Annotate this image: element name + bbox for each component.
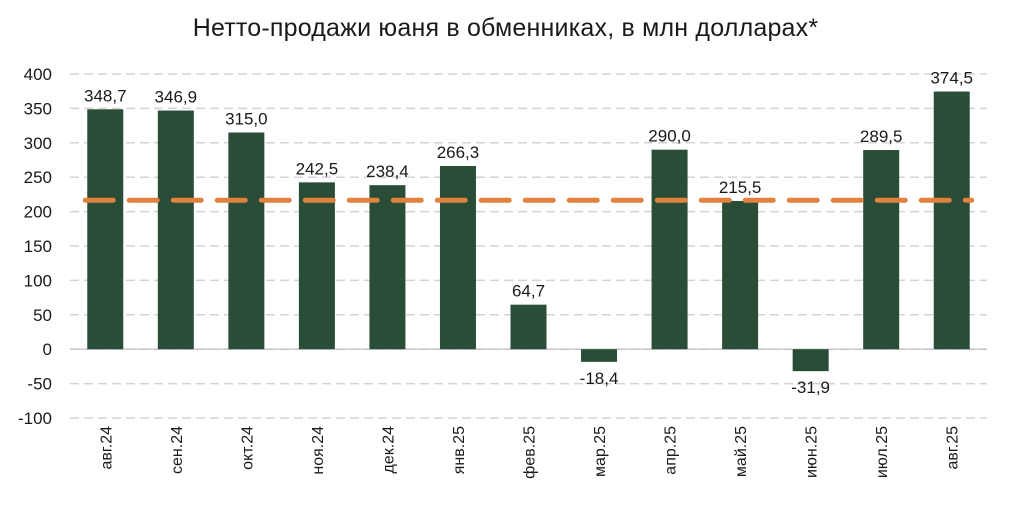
bar <box>651 149 688 350</box>
bar <box>581 349 618 362</box>
data-label: -31,9 <box>791 378 830 397</box>
x-tick-label: авг.25 <box>945 426 962 470</box>
data-label: 374,5 <box>930 69 973 88</box>
x-tick-label: окт.24 <box>239 426 256 470</box>
chart-title: Нетто-продажи юаня в обменниках, в млн д… <box>192 14 819 42</box>
y-tick-label: -100 <box>18 409 52 428</box>
x-tick-label: июн.25 <box>804 426 821 478</box>
data-label: 64,7 <box>512 282 545 301</box>
bar <box>863 150 900 350</box>
data-label: 348,7 <box>84 86 127 105</box>
data-label: 242,5 <box>296 159 339 178</box>
bar <box>87 109 124 350</box>
x-tick-label: авг.24 <box>98 426 115 470</box>
y-tick-label: 400 <box>24 65 52 84</box>
bar <box>369 185 406 350</box>
x-tick-label: июл.25 <box>874 426 891 478</box>
bar <box>439 165 476 350</box>
x-tick-label: мар.25 <box>592 426 609 477</box>
y-tick-label: 150 <box>24 237 52 256</box>
data-label: 266,3 <box>437 143 480 162</box>
y-tick-label: 350 <box>24 99 52 118</box>
data-label: 290,0 <box>648 127 691 146</box>
data-label: 238,4 <box>366 162 409 181</box>
data-label: 346,9 <box>155 88 198 107</box>
x-tick-label: сен.24 <box>169 426 186 474</box>
y-tick-label: 50 <box>33 306 52 325</box>
x-tick-label: дек.24 <box>380 426 397 474</box>
bar <box>722 200 759 350</box>
x-tick-label: янв.25 <box>451 426 468 474</box>
bar <box>298 182 335 350</box>
y-tick-label: 200 <box>24 203 52 222</box>
x-tick-label: фев.25 <box>522 426 539 479</box>
x-tick-label: ноя.24 <box>310 426 327 475</box>
bar <box>157 110 194 350</box>
y-tick-label: 100 <box>24 271 52 290</box>
bar <box>510 304 547 350</box>
y-tick-label: 300 <box>24 134 52 153</box>
data-label: 289,5 <box>860 127 903 146</box>
x-tick-label: апр.25 <box>663 426 680 475</box>
bar <box>792 349 829 372</box>
x-tick-label: май.25 <box>733 426 750 477</box>
data-label: 215,5 <box>719 178 762 197</box>
bar <box>228 132 265 350</box>
y-tick-label: -50 <box>27 375 52 394</box>
y-tick-label: 0 <box>43 340 52 359</box>
data-label: 315,0 <box>225 109 268 128</box>
data-label: -18,4 <box>580 369 619 388</box>
bar <box>933 91 970 350</box>
y-tick-label: 250 <box>24 168 52 187</box>
